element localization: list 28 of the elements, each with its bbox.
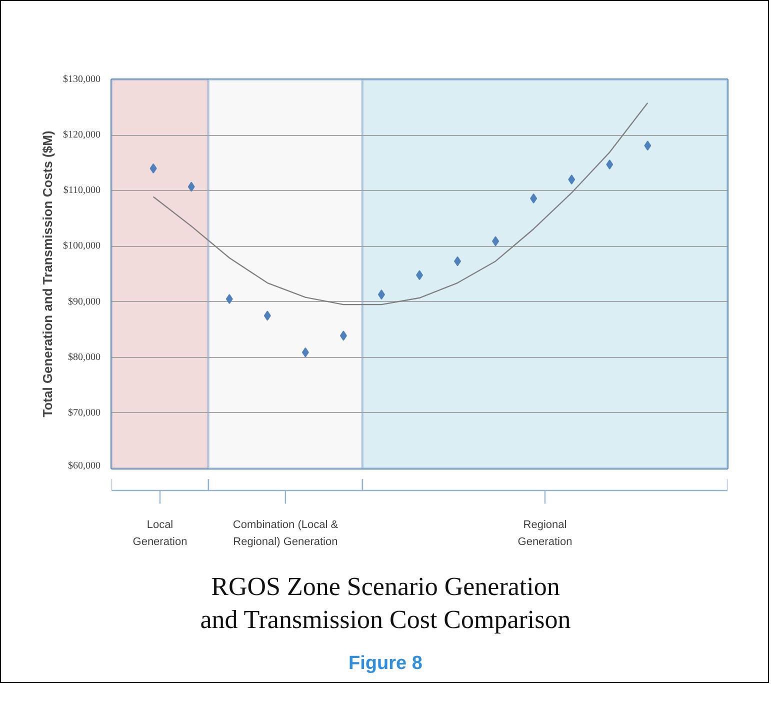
caption: Figure 8 — [348, 652, 424, 676]
point — [264, 310, 271, 321]
point — [188, 182, 195, 192]
point — [530, 193, 538, 204]
point — [340, 330, 347, 341]
y-tick-label: $130,000 — [63, 74, 100, 85]
y-tick-label: $100,000 — [63, 240, 100, 252]
text: Local Generation — [132, 519, 188, 548]
point — [378, 290, 385, 300]
text: Regional Generation — [518, 519, 572, 548]
point — [568, 174, 576, 185]
point — [454, 256, 462, 266]
y-tick-label: $60,000 — [68, 460, 100, 472]
y-tick-label: $80,000 — [68, 352, 100, 363]
point — [150, 163, 157, 174]
point — [644, 140, 652, 151]
y-tick-label: $90,000 — [68, 296, 100, 308]
point — [226, 294, 233, 304]
line-series — [152, 102, 648, 306]
y-axis-title: Total Generation and Transmission Costs ($M) — [40, 130, 55, 418]
y-tick-label: $110,000 — [63, 185, 101, 196]
y-tick-label: $70,000 — [68, 407, 100, 418]
point — [302, 347, 309, 358]
y-tick-label: $120,000 — [63, 130, 100, 141]
text: RGOS Zone Scenario Generation and Transmission Cost Comparison — [199, 571, 572, 636]
point — [492, 236, 500, 246]
point — [606, 160, 614, 170]
text: Combination (Local & Regional) Generation — [232, 519, 339, 548]
